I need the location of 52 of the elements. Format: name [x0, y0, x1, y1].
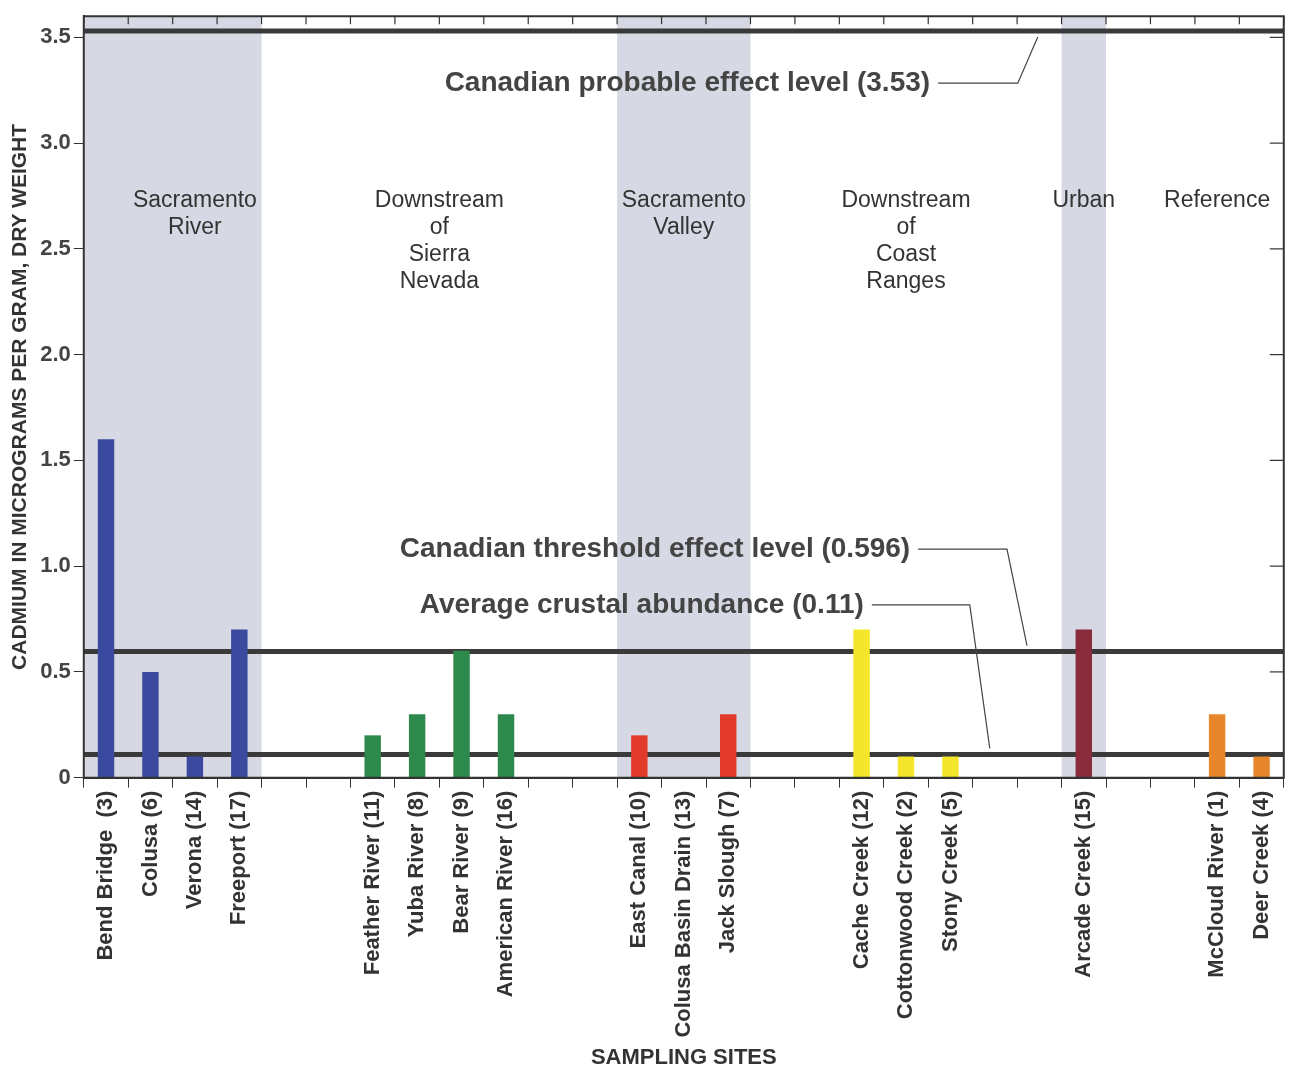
y-tick-label: 2.5 — [40, 234, 71, 260]
x-tick-label: Cache Creek (12) — [847, 790, 873, 970]
x-tick-label: Yuba River (8) — [403, 790, 429, 938]
annotation: Urban — [1052, 185, 1116, 212]
x-tick-label: Arcade Creek (15) — [1069, 790, 1095, 978]
bar — [231, 629, 248, 778]
x-tick-label: Stony Creek (5) — [936, 790, 962, 953]
y-axis-title: CADMIUM IN MICROGRAMS PER GRAM, DRY WEIGHT — [7, 123, 31, 670]
bar — [453, 650, 470, 778]
x-tick-label: Bend Bridge (3) — [92, 790, 118, 961]
annotation: Reference — [1164, 185, 1271, 212]
ref-line-label: Average crustal abundance (0.11) — [419, 587, 864, 619]
annotation: Downstream of Coast Ranges — [841, 185, 971, 293]
x-tick-label: Deer Creek (4) — [1247, 790, 1273, 940]
bar — [408, 714, 426, 778]
y-tick-label: 1.0 — [40, 552, 71, 578]
bar — [631, 735, 648, 778]
bar — [1253, 756, 1270, 778]
ref-line-label: Canadian probable effect level (3.53) — [444, 65, 931, 97]
x-tick-label: Verona (14) — [180, 790, 206, 910]
annotation: Sacramento River — [132, 185, 257, 239]
x-tick-label: Bear River (9) — [447, 790, 473, 934]
bar — [897, 756, 915, 778]
y-tick-label: 2.0 — [40, 340, 71, 366]
x-tick-label: American River (16) — [492, 790, 518, 998]
bar — [497, 714, 515, 778]
bar — [853, 629, 870, 778]
bar — [720, 714, 737, 778]
bar — [364, 735, 381, 778]
bar — [942, 756, 959, 778]
x-tick-label: Colusa Basin Drain (13) — [669, 790, 695, 1038]
annotation: Downstream of Sierra Nevada — [374, 185, 504, 293]
x-tick-label: Feather River (11) — [358, 790, 384, 976]
y-tick-label: 3.0 — [40, 129, 71, 155]
bar — [142, 671, 159, 778]
bar — [1075, 629, 1093, 778]
x-tick-label: Jack Slough (7) — [714, 790, 740, 954]
x-tick-label: Colusa (6) — [136, 790, 162, 898]
x-tick-label: Freeport (17) — [225, 790, 251, 926]
y-tick-label: 1.5 — [40, 446, 71, 472]
x-axis-title: SAMPLING SITES — [590, 1043, 777, 1069]
ref-line-label: Canadian threshold effect level (0.596) — [399, 531, 911, 563]
y-tick-label: 3.5 — [40, 23, 71, 49]
bar — [1208, 714, 1226, 778]
x-tick-label: Cottonwood Creek (2) — [892, 790, 918, 1020]
y-tick-label: 0 — [58, 763, 71, 789]
x-tick-label: East Canal (10) — [625, 790, 651, 949]
annotation: Sacramento Valley — [621, 185, 746, 239]
bar — [186, 756, 204, 778]
y-tick-label: 0.5 — [40, 657, 71, 683]
x-tick-label: McCloud River (1) — [1203, 790, 1229, 978]
bar — [97, 439, 115, 778]
